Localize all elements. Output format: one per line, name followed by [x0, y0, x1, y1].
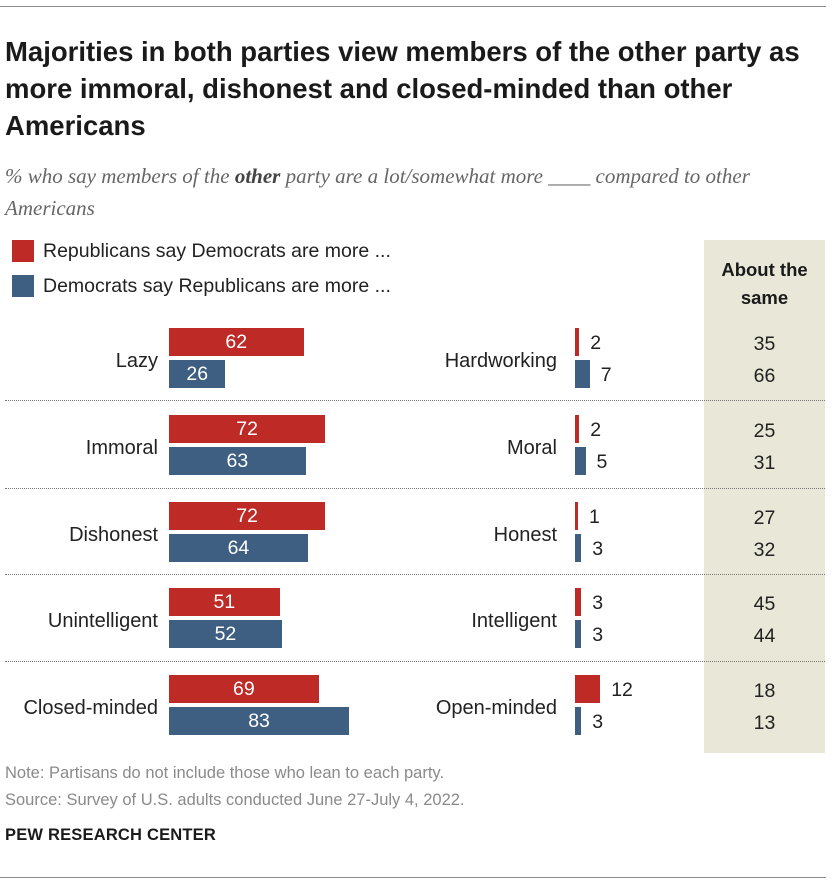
legend-swatch-republicans [12, 240, 34, 262]
same-value-lazy-rep: 35 [753, 333, 776, 355]
legend-label-republicans: Republicans say Democrats are more ... [43, 239, 391, 262]
legend-swatch-democrats [12, 275, 34, 297]
same-value-unintelligent-rep: 45 [753, 593, 776, 615]
bar-unintelligent-rep: 51 [169, 588, 280, 616]
label-hardworking-dem: 7 [600, 364, 612, 386]
label-intelligent-dem: 3 [592, 624, 604, 646]
row-label-immoral: Immoral [85, 437, 158, 459]
same-value-closed-minded-dem: 13 [753, 712, 776, 734]
bar-hardworking-rep [575, 328, 580, 356]
subtitle-emphasis: other [234, 164, 281, 188]
bar-moral-rep [575, 415, 580, 443]
pew-research-center-logo: PEW RESEARCH CENTER [5, 826, 216, 844]
bar-lazy-rep: 62 [169, 328, 304, 356]
bar-lazy-dem: 26 [169, 360, 226, 388]
label-moral-rep: 2 [590, 419, 602, 441]
row-divider [5, 488, 825, 489]
bar-closed-minded-dem: 83 [169, 707, 350, 735]
row-label-honest: Honest [493, 524, 557, 546]
chart-title: Majorities in both parties view members … [5, 36, 800, 141]
same-value-dishonest-rep: 27 [753, 507, 776, 529]
row-label-moral: Moral [506, 437, 557, 459]
same-value-lazy-dem: 66 [753, 365, 776, 387]
row-label-open-minded: Open-minded [435, 697, 557, 719]
bar-intelligent-dem [575, 620, 582, 648]
label-open-minded-dem: 3 [592, 711, 604, 733]
row-divider [5, 400, 825, 401]
bar-intelligent-rep [575, 588, 582, 616]
bar-moral-dem [575, 447, 586, 475]
chart-subtitle: % who say members of the other party are… [5, 160, 805, 224]
label-moral-dem: 5 [596, 451, 608, 473]
row-label-lazy: Lazy [115, 350, 158, 372]
subtitle-end: party are a lot/somewhat more ____ compa… [5, 164, 750, 220]
label-honest-dem: 3 [592, 538, 604, 560]
legend-democrats: Democrats say Republicans are more ... [12, 274, 391, 298]
bar-unintelligent-dem: 52 [169, 620, 282, 648]
row-divider [5, 661, 825, 662]
bar-immoral-rep: 72 [169, 415, 326, 443]
row-label-dishonest: Dishonest [69, 524, 158, 546]
same-value-immoral-rep: 25 [753, 420, 776, 442]
bar-honest-dem [575, 534, 582, 562]
bottom-rule [0, 877, 826, 878]
bar-immoral-dem: 63 [169, 447, 306, 475]
same-value-dishonest-dem: 32 [753, 539, 776, 561]
legend-label-democrats: Democrats say Republicans are more ... [43, 274, 391, 297]
row-label-closed-minded: Closed-minded [23, 697, 158, 719]
about-the-same-panel [704, 240, 825, 753]
row-label-unintelligent: Unintelligent [47, 610, 158, 632]
bar-honest-rep [575, 502, 578, 530]
bar-dishonest-dem: 64 [169, 534, 308, 562]
label-hardworking-rep: 2 [590, 332, 602, 354]
label-honest-rep: 1 [589, 506, 600, 528]
row-divider [5, 574, 825, 575]
bar-hardworking-dem [575, 360, 590, 388]
about-the-same-header: About the same [721, 259, 808, 308]
row-label-intelligent: Intelligent [471, 610, 557, 632]
bar-open-minded-dem [575, 707, 582, 735]
same-value-unintelligent-dem: 44 [753, 625, 776, 647]
bar-closed-minded-rep: 69 [169, 675, 319, 703]
same-value-closed-minded-rep: 18 [753, 680, 776, 702]
chart-source: Source: Survey of U.S. adults conducted … [5, 791, 465, 809]
same-value-immoral-dem: 31 [753, 452, 776, 474]
label-intelligent-rep: 3 [592, 592, 604, 614]
label-open-minded-rep: 12 [611, 679, 633, 701]
row-label-hardworking: Hardworking [444, 350, 557, 372]
bar-open-minded-rep [575, 675, 601, 703]
chart-note: Note: Partisans do not include those who… [5, 764, 445, 782]
subtitle-start: % who say members of the [5, 164, 235, 188]
bar-dishonest-rep: 72 [169, 502, 326, 530]
top-rule [0, 6, 826, 7]
legend-republicans: Republicans say Democrats are more ... [12, 239, 391, 263]
